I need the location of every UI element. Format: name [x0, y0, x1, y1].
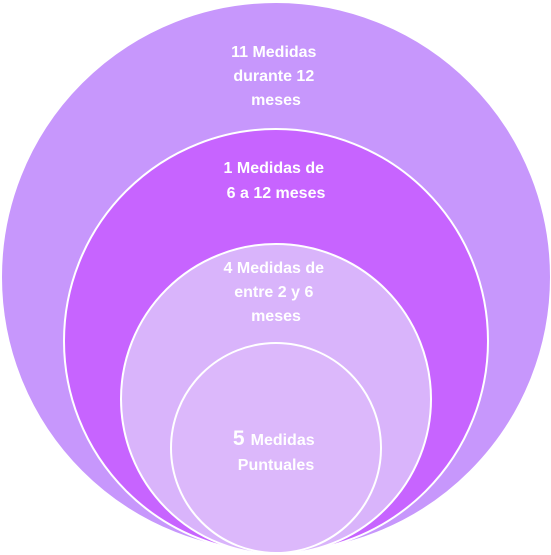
inner-label-number: 5 — [233, 427, 245, 450]
second-label-line-2: 6 a 12 meses — [227, 185, 326, 202]
third-label-line-3: meses — [251, 308, 301, 325]
outer-label-line-2: durante 12 — [233, 68, 314, 85]
third-label-line-2: entre 2 y 6 — [234, 284, 313, 301]
inner-label-line-2: Puntuales — [238, 457, 315, 474]
outer-label-line-3: meses — [251, 92, 301, 109]
outer-label-line-1: 11 Medidas — [231, 44, 316, 61]
inner-label-word-1: Medidas — [251, 432, 315, 449]
third-label-line-1: 4 Medidas de — [224, 260, 325, 277]
inner-circle-label: 5 Medidas Puntuales — [233, 427, 319, 474]
outer-circle-label: 11 Medidas durante 12 meses — [231, 44, 321, 109]
second-label-line-1: 1 Medidas de — [224, 160, 325, 177]
third-circle-label: 4 Medidas de entre 2 y 6 meses — [224, 260, 329, 325]
inner-label-line-1: 5 Medidas — [233, 427, 315, 450]
second-circle-label: 1 Medidas de 6 a 12 meses — [224, 160, 329, 202]
inner-circle — [170, 342, 382, 554]
